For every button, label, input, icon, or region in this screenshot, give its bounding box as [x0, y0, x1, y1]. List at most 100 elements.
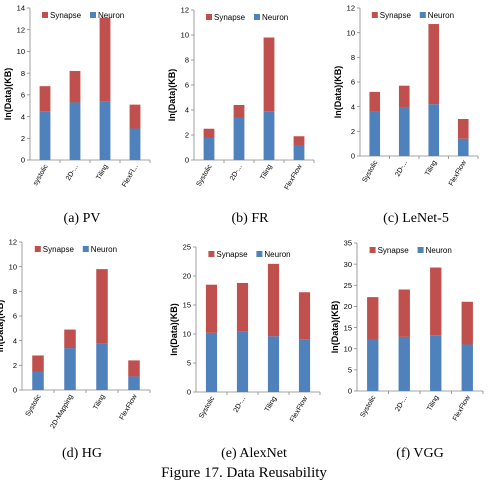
bar-neuron [264, 111, 275, 160]
bar-synapse [100, 18, 111, 102]
bar-synapse [70, 71, 81, 102]
x-tick-label: Systolic [196, 163, 214, 188]
x-tick-label: Tiling [264, 395, 278, 413]
legend-label: Neuron [262, 13, 288, 22]
y-tick-label: 5 [187, 359, 191, 368]
bar-neuron [64, 348, 76, 390]
legend: Synapse Neuron [208, 250, 290, 259]
panel-caption: (b) FR [232, 211, 270, 226]
x-tick-label: FlexFlow [119, 393, 140, 422]
legend: Synapse Neuron [206, 13, 288, 22]
y-tick-label: 8 [13, 287, 17, 296]
y-tick-label: 10 [9, 262, 17, 271]
y-axis-label: ln(Data)(KB) [167, 69, 177, 122]
legend-label: Neuron [426, 246, 452, 255]
bar-synapse [96, 269, 108, 343]
x-tick-label: Systolic [361, 159, 379, 184]
x-tick-label: 2D-Mapping [50, 393, 75, 430]
bar-neuron [462, 344, 473, 391]
bar-synapse [206, 285, 217, 333]
x-tick-label: 2D-... [394, 159, 409, 177]
x-tick-label: 2D-... [229, 163, 244, 181]
legend-label: Neuron [98, 11, 124, 20]
chart-5: 0 5 10 15 20 25 30 35 ln(Data)(KB) Systolic 2D-...… [330, 239, 483, 461]
bar-synapse [294, 136, 305, 145]
y-tick-label: 2 [185, 131, 189, 140]
bar-neuron [294, 145, 305, 160]
chart-1: 0 2 4 6 8 10 12 ln(Data)(KB) Systolic 2D-... Tilin… [167, 6, 314, 226]
y-tick-label: 6 [21, 91, 25, 100]
y-tick-label: 2 [13, 361, 17, 370]
bar-neuron [206, 333, 217, 392]
x-tick-label: Tiling [259, 163, 273, 181]
bar-neuron [399, 108, 410, 156]
bar-neuron [40, 111, 51, 160]
bar-neuron [204, 138, 215, 161]
legend-swatch [370, 247, 376, 253]
legend-label: Neuron [264, 250, 290, 259]
y-tick-label: 10 [181, 31, 189, 40]
legend-swatch [254, 14, 260, 20]
panel-caption: (e) AlexNet [221, 446, 287, 461]
bar-neuron [430, 335, 441, 391]
bar-synapse [299, 292, 310, 339]
bar-synapse [130, 105, 141, 129]
bar-synapse [458, 119, 469, 139]
legend-swatch [90, 12, 96, 18]
x-tick-label: 2D-... [233, 395, 248, 413]
y-axis-label: ln(Data)(KB) [0, 300, 5, 353]
y-tick-label: 6 [185, 81, 189, 90]
x-tick-label: Tiling [95, 163, 109, 181]
legend-swatch [372, 12, 378, 18]
legend-swatch [35, 246, 41, 252]
x-tick-label: Systolic [359, 394, 377, 419]
legend-label: Neuron [428, 11, 454, 20]
bar-neuron [428, 104, 439, 156]
bar-neuron [299, 339, 310, 392]
x-tick-label: Tiling [92, 393, 106, 411]
bar-neuron [130, 129, 141, 160]
legend: Synapse Neuron [35, 245, 117, 254]
bar-neuron [369, 112, 380, 156]
y-axis-label: ln(Data)(KB) [333, 66, 343, 119]
y-tick-label: 15 [183, 301, 191, 310]
bar-neuron [234, 118, 245, 161]
bar-neuron [367, 339, 378, 391]
y-tick-label: 12 [181, 6, 189, 15]
y-tick-label: 35 [344, 239, 352, 248]
legend-label: Synapse [214, 13, 246, 22]
x-tick-label: FlexFlow [289, 395, 310, 424]
y-tick-label: 20 [183, 272, 191, 281]
y-tick-label: 0 [21, 156, 25, 165]
y-tick-label: 2 [351, 127, 355, 136]
y-tick-label: 20 [344, 302, 352, 311]
bar-neuron [70, 102, 81, 160]
bar-synapse [128, 360, 140, 376]
legend-label: Synapse [216, 250, 248, 259]
y-tick-label: 4 [351, 102, 355, 111]
y-tick-label: 6 [351, 78, 355, 87]
bar-synapse [264, 38, 275, 112]
x-tick-label: FlexFlow [448, 159, 469, 188]
y-tick-label: 8 [21, 69, 25, 78]
bar-synapse [367, 297, 378, 339]
y-tick-label: 4 [13, 336, 17, 345]
y-axis-label: ln(Data)(KB) [3, 68, 13, 121]
x-tick-label: systolic [32, 163, 50, 187]
legend: Synapse Neuron [42, 11, 124, 20]
y-tick-label: 0 [13, 386, 17, 395]
y-tick-label: 10 [183, 330, 191, 339]
bar-neuron [237, 331, 248, 392]
x-tick-label: 2D-... [65, 163, 80, 181]
y-tick-label: 6 [13, 312, 17, 321]
x-tick-label: Systolic [198, 395, 216, 420]
legend: Synapse Neuron [370, 246, 452, 255]
legend-label: Synapse [43, 245, 75, 254]
figure-caption: Figure 17. Data Reusability [161, 465, 327, 481]
x-tick-label: 2D-... [394, 394, 409, 412]
y-tick-label: 25 [344, 281, 352, 290]
bar-synapse [234, 105, 245, 118]
legend-label: Neuron [91, 245, 117, 254]
y-tick-label: 10 [347, 28, 355, 37]
